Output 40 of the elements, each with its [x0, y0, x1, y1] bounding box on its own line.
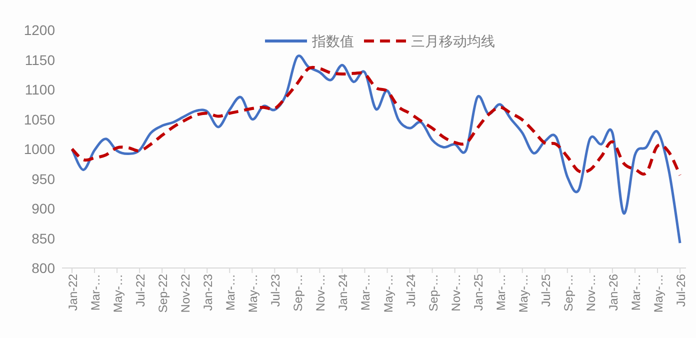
y-tick-label: 1100 [24, 82, 56, 98]
x-tick-label: Jan-26 [606, 274, 620, 311]
x-tick-label: Jul-22 [134, 274, 148, 307]
y-tick-label: 1000 [24, 141, 56, 157]
y-tick-label: 1050 [24, 111, 56, 128]
y-tick-label: 1150 [24, 52, 56, 68]
x-tick-label: May-… [516, 274, 530, 313]
x-tick-label: Nov-… [314, 274, 328, 312]
x-tick-label: Nov-… [584, 274, 598, 312]
y-tick-label: 1200 [24, 22, 56, 38]
x-tick-label: Sep-22 [156, 274, 170, 313]
x-tick-label: Jan-23 [201, 274, 216, 311]
x-tick-label: May-… [246, 274, 260, 313]
line-series [70, 54, 682, 244]
y-tick-label: 800 [32, 260, 56, 276]
x-tick-label: Sep-… [291, 274, 306, 312]
x-tick-label: Mar-… [358, 274, 373, 311]
x-tick-label: Jul-24 [404, 274, 418, 307]
x-tick-label: Jul-26 [674, 274, 688, 307]
x-tick-label: May-… [651, 274, 666, 313]
y-tick-label: 850 [32, 230, 56, 246]
x-tick-label: Sep-… [561, 274, 576, 312]
x-tick-label: Jul-25 [538, 274, 553, 307]
x-tick-label: Mar-… [494, 274, 508, 311]
x-tick-label: Jan-22 [66, 274, 80, 311]
x-tick-label: Mar-… [224, 274, 238, 311]
x-tick-label: Mar-… [88, 274, 103, 311]
x-tick-label: Nov-… [448, 274, 463, 312]
x-tick-label: Nov-22 [178, 274, 193, 313]
x-tick-label: Jan-25 [471, 274, 486, 311]
y-tick-label: 900 [32, 200, 56, 216]
legend-label: 三月移动均线 [411, 33, 495, 49]
y-tick-label: 950 [32, 170, 56, 187]
x-tick-label: Mar-… [628, 274, 643, 311]
x-tick-label: Jan-24 [336, 274, 350, 311]
x-tick-label: Sep-… [426, 274, 440, 312]
x-tick-label: May-… [381, 274, 396, 313]
x-tick-label: Jul-23 [268, 274, 283, 307]
x-tick-label: May-… [111, 274, 126, 313]
legend-label: 指数值 [311, 33, 354, 49]
